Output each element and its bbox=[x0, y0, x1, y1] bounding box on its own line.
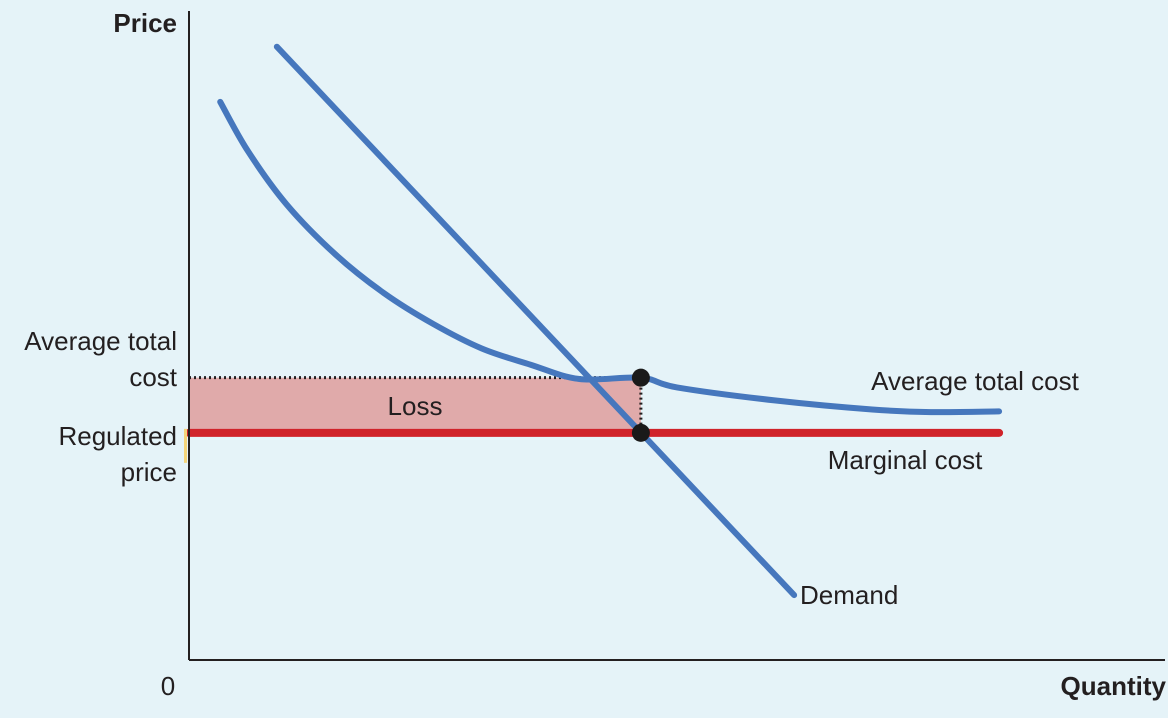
loss-area bbox=[189, 377, 641, 433]
loss-label: Loss bbox=[388, 391, 443, 421]
demand-line bbox=[273, 43, 798, 599]
tick-label-regulated-line2: price bbox=[121, 457, 177, 487]
regulated-price-tick bbox=[184, 428, 187, 463]
average-total-cost-curve bbox=[217, 98, 1003, 416]
tick-label-atc-line1: Average total bbox=[24, 326, 177, 356]
demand-curve-label: Demand bbox=[800, 580, 898, 610]
atc-point bbox=[631, 368, 650, 387]
tick-label-regulated-line1: Regulated bbox=[58, 421, 177, 451]
mc-curve-label: Marginal cost bbox=[828, 445, 983, 475]
origin-label: 0 bbox=[161, 671, 175, 701]
tick-label-atc-line2: cost bbox=[129, 362, 177, 392]
x-axis-label: Quantity bbox=[1061, 671, 1167, 701]
y-axis-label: Price bbox=[113, 8, 177, 38]
atc-curve-label: Average total cost bbox=[871, 366, 1079, 396]
regulated-point bbox=[631, 423, 650, 442]
